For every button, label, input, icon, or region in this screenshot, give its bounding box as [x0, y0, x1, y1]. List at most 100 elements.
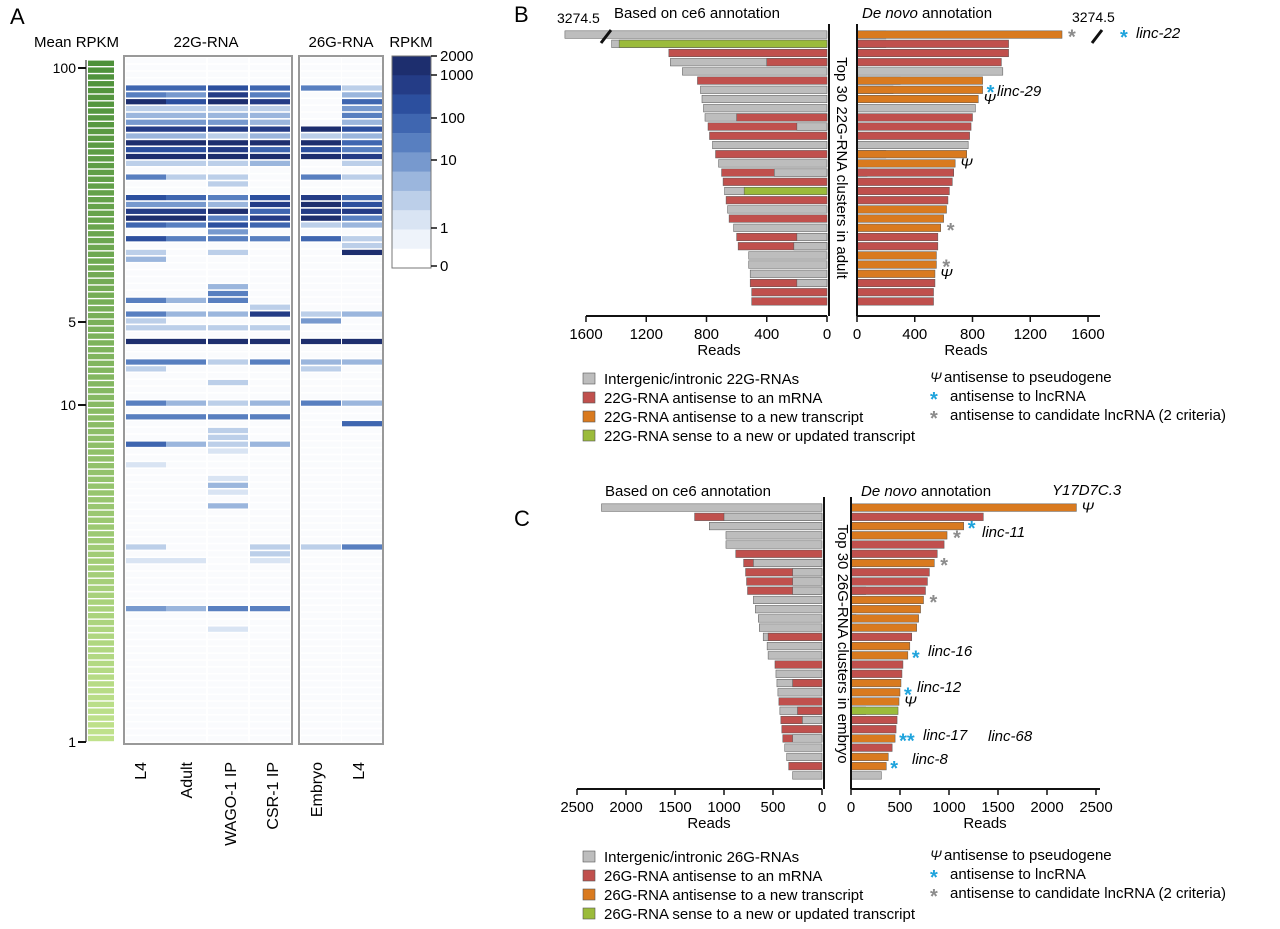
heatmap-cell: [126, 441, 166, 447]
bar-right-orange: [856, 85, 983, 94]
panel-b-right-title-italic: De novo: [862, 5, 918, 22]
gray-star-mark: *: [947, 220, 955, 242]
heatmap-cell: [208, 441, 248, 447]
heatmap-cell: [126, 475, 166, 482]
bar-left-red: [709, 131, 828, 140]
mean-rpkm-cell: [88, 121, 114, 128]
bar-right-orange: [850, 642, 911, 651]
heatmap-cell: [342, 167, 382, 173]
legend-gray-star: *: [930, 408, 938, 430]
heatmap-cell: [342, 359, 382, 365]
heatmap-cell: [166, 688, 206, 694]
heatmap-cell: [250, 297, 290, 303]
heatmap-cell: [250, 427, 290, 434]
heatmap-cell: [301, 695, 341, 701]
heatmap-cell: [250, 359, 290, 365]
legend-cyan-star: *: [930, 389, 938, 411]
bar-right-red: [856, 186, 950, 196]
heatmap-cell: [166, 133, 206, 139]
heatmap-cell: [250, 674, 290, 680]
cluster-annotation-label: linc-12: [917, 679, 962, 696]
heatmap-cell: [301, 256, 341, 262]
heatmap-cell: [250, 722, 290, 728]
heatmap-cell: [208, 681, 248, 687]
bar-right-red: [856, 58, 1002, 67]
bar-left-gray: [777, 688, 823, 697]
cyan-star-mark: *: [912, 647, 920, 669]
panel-b-break-label-left: 3274.5: [557, 10, 600, 26]
panel-c-right-title-rest: annotation: [917, 483, 991, 500]
heatmap-cell: [208, 373, 248, 379]
heatmap-cell: [208, 427, 248, 434]
heatmap-cell: [126, 379, 166, 386]
heatmap-cell: [166, 332, 206, 338]
heatmap-cell: [166, 359, 206, 365]
heatmap-cell: [166, 338, 206, 345]
heatmap-cell: [166, 78, 206, 84]
legend-cyan-star: *: [930, 867, 938, 889]
heatmap-cell: [301, 105, 341, 112]
heatmap-cell: [126, 366, 166, 372]
heatmap-cell: [250, 92, 290, 98]
cluster-annotation-label: linc-16: [928, 643, 973, 660]
heatmap-cell: [208, 592, 248, 598]
mean-rpkm-cell: [88, 626, 114, 633]
heatmap-cell: [166, 585, 206, 591]
heatmap-cell: [166, 503, 206, 509]
bar-right-orange: [850, 762, 887, 771]
bar-left-gray: [753, 595, 823, 604]
heatmap-cell: [342, 544, 382, 550]
bar-right-orange: [850, 623, 917, 632]
heatmap-cell: [342, 496, 382, 502]
heatmap-cell: [166, 633, 206, 639]
bar-right-red: [856, 168, 954, 177]
color-scale-swatch: [392, 75, 431, 95]
heatmap-cell: [250, 708, 290, 714]
bar-left-red: [792, 679, 823, 688]
mean-rpkm-cell: [88, 442, 114, 448]
bar-right-red: [850, 577, 928, 586]
heatmap-cell: [301, 290, 341, 297]
heatmap-cell: [301, 571, 341, 577]
bar-left-gray: [792, 568, 823, 577]
heatmap-cell: [301, 147, 341, 153]
bar-right-orange: [850, 558, 935, 568]
heatmap-cell: [208, 64, 248, 71]
heatmap-cell: [250, 523, 290, 530]
heatmap-cell: [166, 523, 206, 530]
heatmap-cell: [166, 366, 206, 372]
bar-left-red: [797, 706, 823, 715]
bar-left-gray: [784, 743, 823, 752]
heatmap-cell: [250, 140, 290, 146]
heatmap-cell: [126, 653, 166, 660]
heatmap-cell: [166, 112, 206, 119]
heatmap-cell: [301, 373, 341, 379]
bar-left-gray: [775, 669, 823, 678]
heatmap-cell: [126, 523, 166, 530]
mean-rpkm-cell: [88, 347, 114, 353]
legend-psi-symbol: Ψ: [930, 847, 942, 863]
heatmap-cell: [166, 407, 206, 413]
heatmap-cell: [126, 332, 166, 338]
mean-rpkm-cell: [88, 231, 114, 237]
bar-right-orange: [850, 651, 909, 660]
heatmap-cell: [342, 503, 382, 509]
mean-rpkm-cell: [88, 87, 114, 94]
heatmap-cell: [250, 249, 290, 256]
right-x-tick-label: 0: [847, 799, 855, 816]
heatmap-cell: [342, 722, 382, 728]
heatmap-cell: [342, 379, 382, 386]
bar-left-gray: [792, 577, 823, 586]
heatmap-cell: [166, 119, 206, 125]
heatmap-cell: [166, 318, 206, 324]
heatmap-cell: [342, 578, 382, 584]
heatmap-cell: [342, 311, 382, 317]
heatmap-cell: [301, 78, 341, 84]
heatmap-cell: [250, 236, 290, 242]
heatmap-cell: [250, 133, 290, 139]
heatmap-cell: [166, 708, 206, 714]
heatmap-cell: [301, 85, 341, 91]
heatmap-cell: [342, 99, 382, 105]
heatmap-cell: [342, 270, 382, 276]
